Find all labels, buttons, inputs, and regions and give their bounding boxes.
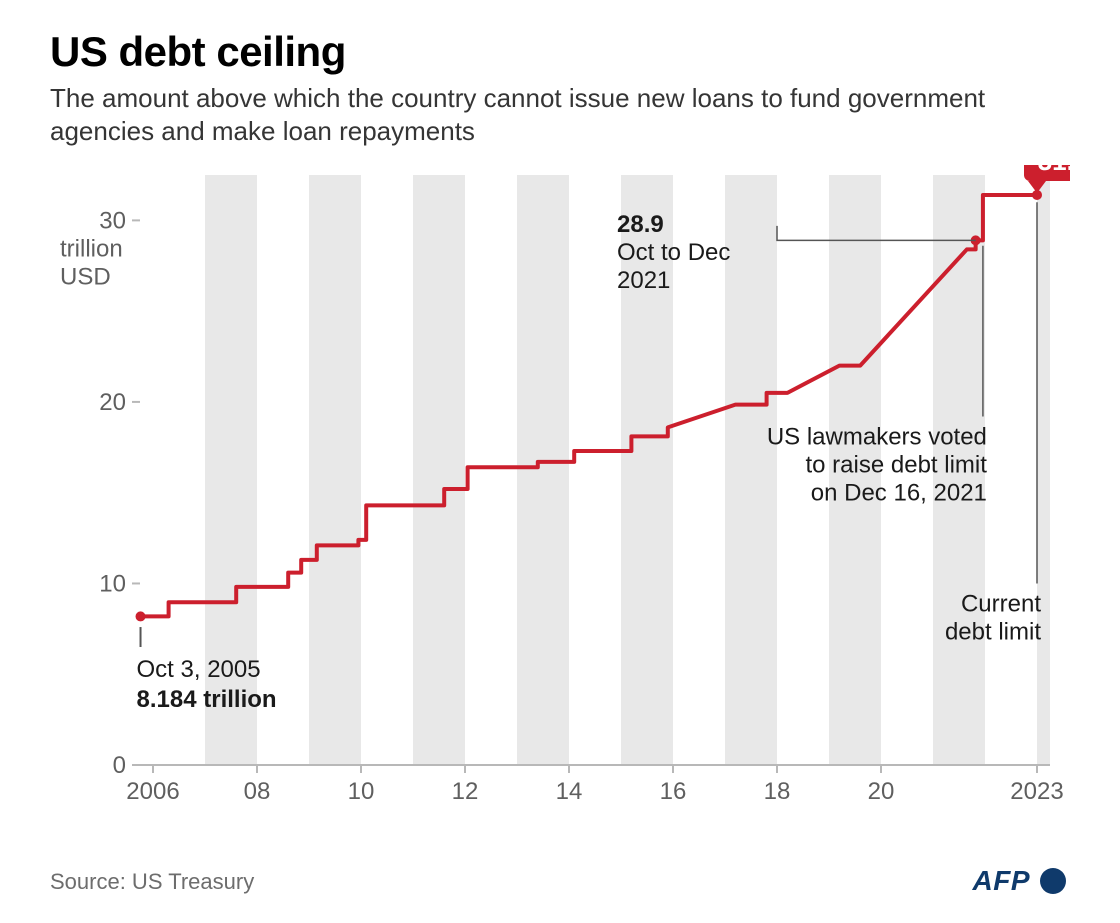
callout-2021-value: 28.9 [617,211,664,238]
callout-start-date: Oct 3, 2005 [137,656,261,683]
callout-current-1: Current [961,590,1041,617]
y-tick-label: 10 [99,570,126,597]
callout-vote-3: on Dec 16, 2021 [811,479,987,506]
chart-subtitle: The amount above which the country canno… [50,82,1010,147]
value-flag-text: 31.4 [1038,165,1070,176]
x-tick-label: 20 [868,778,895,805]
x-tick-label: 14 [556,778,583,805]
year-band [309,175,361,765]
year-band [517,175,569,765]
page: US debt ceiling The amount above which t… [0,0,1120,923]
y-unit-label: trillion [60,235,123,262]
year-band [413,175,465,765]
y-unit-label: USD [60,263,111,290]
callout-2021-date2: 2021 [617,267,670,294]
x-tick-label: 12 [452,778,479,805]
callout-vote-2: to raise debt limit [806,451,988,478]
source-footer: Source: US Treasury [50,869,254,895]
data-marker [136,611,146,621]
callout-vote-1: US lawmakers voted [767,423,987,450]
x-tick-label: 2023 [1010,778,1063,805]
y-tick-label: 30 [99,207,126,234]
chart: 0 10 20 30trillionUSD 2006 08 10 12 14 16 18 20 2023… [50,165,1070,825]
callout-2021-date: Oct to Dec [617,239,730,266]
x-tick-label: 10 [348,778,375,805]
x-tick-label: 2006 [126,778,179,805]
x-tick-label: 08 [244,778,271,805]
publisher-logo-text: AFP [973,865,1031,897]
callout-current-2: debt limit [945,618,1041,645]
debt-line [141,195,1037,616]
year-band [725,175,777,765]
chart-svg: 0 10 20 30trillionUSD 2006 08 10 12 14 16 18 20 2023… [50,165,1070,825]
y-tick-label: 0 [113,752,126,779]
chart-title: US debt ceiling [50,28,1070,76]
x-tick-label: 16 [660,778,687,805]
y-tick-label: 20 [99,389,126,416]
publisher-logo-dot-icon [1040,868,1066,894]
x-tick-label: 18 [764,778,791,805]
callout-start-value: 8.184 trillion [137,686,277,713]
year-band [1037,175,1050,765]
publisher-logo: AFP [973,865,1067,897]
